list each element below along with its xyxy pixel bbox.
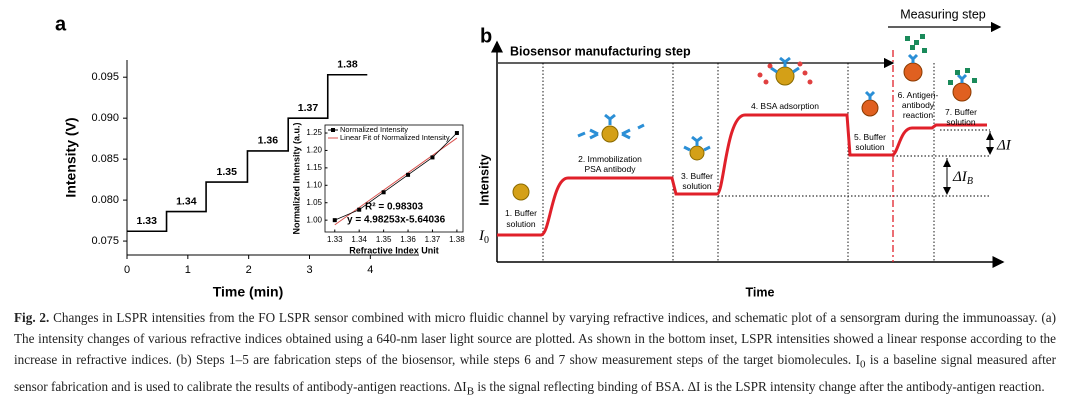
y-axis-label: Normalized Intensity (a.u.) [291, 122, 301, 234]
caption-sub: B [466, 385, 475, 398]
delta-ib-sub: B [967, 176, 973, 187]
y-tick-label: 1.10 [306, 180, 322, 189]
step-line [127, 73, 368, 233]
figure: b Measuring step Biosensor manufacturing… [55, 7, 1012, 300]
step-label: 4. BSA adsorption [751, 101, 819, 111]
step-label: 3. Buffer solution [681, 171, 713, 191]
step-line: 1. Buffer [505, 208, 537, 218]
y-tick-label: 1.15 [306, 163, 322, 172]
guide-lines [542, 63, 990, 262]
point [406, 172, 411, 177]
step-label: 2. Immobilization PSA antibody [578, 154, 642, 174]
y-tick-label: 0.075 [91, 235, 119, 247]
step-label: 1.34 [176, 195, 197, 207]
legend-label: Linear Fit of Normalized Intensity [340, 133, 450, 142]
i0-base: I [478, 228, 485, 244]
step-label: 5. Buffer solution [854, 132, 886, 152]
legend-marker [331, 128, 335, 132]
fit-line [334, 137, 458, 226]
x-tick-label: 1.34 [351, 235, 367, 244]
y-tick-label: 1.25 [306, 128, 322, 137]
delta-i-label: ΔI [996, 137, 1012, 153]
panel-label: b [480, 25, 492, 47]
series-line [334, 132, 458, 221]
manufacturing-label: Biosensor manufacturing step [510, 44, 691, 58]
step-line: 2. Immobilization [578, 154, 642, 164]
point [381, 190, 386, 195]
x-tick-label: 1.36 [400, 235, 416, 244]
x-axis-label: Refractive Index Unit [349, 245, 439, 255]
delta-arrows [943, 131, 994, 195]
caption-text: is a baseline signal measured after sens… [14, 352, 1057, 394]
caption-text: Changes in LSPR intensities from the FO … [14, 310, 1056, 367]
legend-label: Normalized Intensity [340, 125, 408, 134]
step-label: 1.38 [337, 59, 358, 71]
x-tick-label: 1 [185, 264, 191, 276]
step-line: 7. Buffer [945, 107, 977, 117]
x-tick-label: 1.38 [449, 235, 465, 244]
x-tick-label: 1.37 [425, 235, 441, 244]
i0-label: I0 [478, 228, 489, 246]
caption-label: Fig. 2. [14, 310, 50, 325]
step-line: 5. Buffer [854, 132, 886, 142]
y-tick-label: 0.085 [91, 153, 119, 165]
step-label: 1.33 [137, 215, 158, 227]
step-line: PSA antibody [584, 164, 636, 174]
delta-ib-label: ΔIB [952, 169, 973, 187]
x-axis-label: Time (min) [213, 284, 284, 300]
step-line: reaction [903, 110, 934, 120]
point [332, 218, 337, 223]
step-line: solution [682, 181, 712, 191]
step-line: solution [855, 142, 885, 152]
point [357, 207, 362, 212]
y-tick-label: 0.090 [91, 112, 119, 124]
annotation: R² = 0.98303 [365, 202, 424, 213]
y-axis-label: Intensity (V) [63, 117, 79, 197]
step-line: 6. Antigen- [898, 90, 939, 100]
y-tick-label: 1.05 [306, 198, 322, 207]
step-label: 1.36 [258, 135, 279, 147]
step-label: 7. Buffer solution [945, 107, 977, 127]
point [454, 131, 459, 136]
x-tick-label: 2 [246, 264, 252, 276]
step-line: 4. BSA adsorption [751, 101, 819, 111]
caption: Fig. 2. Changes in LSPR intensities from… [14, 307, 1056, 402]
x-axis-label: Time [746, 285, 775, 299]
x-tick-label: 1.33 [327, 235, 343, 244]
y-axis-label: Intensity [477, 154, 491, 205]
caption-sub: 0 [859, 358, 866, 371]
sensorgram [497, 113, 987, 237]
step-label: 1.37 [298, 102, 319, 114]
caption-text: is the signal reflecting binding of BSA.… [474, 378, 1045, 394]
x-tick-label: 0 [124, 264, 130, 276]
step-line: solution [506, 219, 536, 229]
annotation: y = 4.98253x-5.64036 [347, 215, 446, 226]
step-label: 6. Antigen-antibody reaction [898, 90, 939, 120]
measuring-label: Measuring step [900, 7, 986, 21]
step-label: 1. Buffer solution [505, 208, 537, 229]
step-icons [512, 34, 977, 201]
y-tick-label: 0.080 [91, 194, 119, 206]
panel-b: b Measuring step Biosensor manufacturing… [477, 7, 1012, 299]
y-tick-label: 1.00 [306, 215, 322, 224]
step-line: 3. Buffer [681, 171, 713, 181]
y-tick-label: 1.20 [306, 146, 322, 155]
panel-label: a [55, 13, 67, 35]
y-tick-label: 0.095 [91, 71, 119, 83]
i0-sub: 0 [484, 235, 489, 246]
point [430, 155, 435, 160]
x-tick-label: 1.35 [376, 235, 392, 244]
x-tick-label: 4 [367, 264, 373, 276]
step-label: 1.35 [217, 166, 238, 178]
step-line: antibody [902, 100, 935, 110]
x-tick-label: 3 [306, 264, 312, 276]
delta-ib-base: ΔI [952, 169, 968, 185]
step-line: solution [946, 117, 976, 127]
